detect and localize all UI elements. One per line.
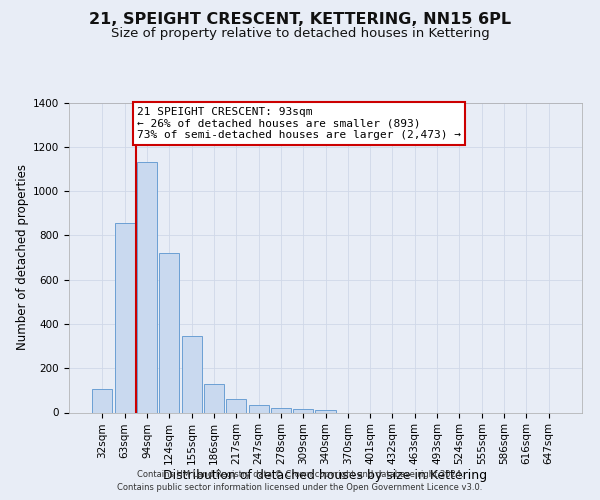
Text: Size of property relative to detached houses in Kettering: Size of property relative to detached ho… xyxy=(110,28,490,40)
Bar xyxy=(204,384,224,412)
Bar xyxy=(316,410,335,412)
Text: 21 SPEIGHT CRESCENT: 93sqm
← 26% of detached houses are smaller (893)
73% of sem: 21 SPEIGHT CRESCENT: 93sqm ← 26% of deta… xyxy=(137,107,461,140)
Bar xyxy=(159,253,179,412)
Y-axis label: Number of detached properties: Number of detached properties xyxy=(16,164,29,350)
Bar xyxy=(137,162,157,412)
Text: Contains HM Land Registry data © Crown copyright and database right 2024.: Contains HM Land Registry data © Crown c… xyxy=(137,470,463,479)
Bar xyxy=(248,406,269,412)
Bar xyxy=(92,389,112,412)
Bar xyxy=(115,223,135,412)
Bar xyxy=(293,409,313,412)
Bar xyxy=(226,399,246,412)
Bar xyxy=(271,408,291,412)
X-axis label: Distribution of detached houses by size in Kettering: Distribution of detached houses by size … xyxy=(163,468,488,481)
Text: Contains public sector information licensed under the Open Government Licence v3: Contains public sector information licen… xyxy=(118,484,482,492)
Bar xyxy=(182,336,202,412)
Text: 21, SPEIGHT CRESCENT, KETTERING, NN15 6PL: 21, SPEIGHT CRESCENT, KETTERING, NN15 6P… xyxy=(89,12,511,28)
